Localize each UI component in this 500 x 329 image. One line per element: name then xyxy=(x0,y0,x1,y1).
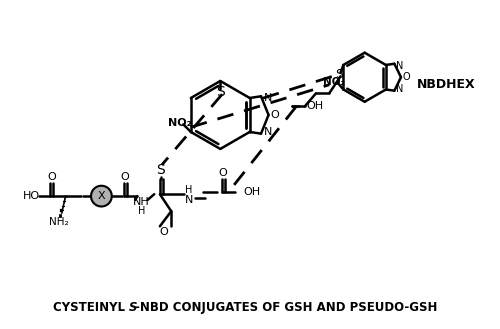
Text: NO₂: NO₂ xyxy=(323,77,345,87)
Text: HO: HO xyxy=(23,191,40,201)
Circle shape xyxy=(91,186,112,207)
Text: O: O xyxy=(271,110,280,120)
Text: S: S xyxy=(334,68,342,81)
Text: O: O xyxy=(403,72,410,82)
Text: N: N xyxy=(264,127,272,137)
Text: OH: OH xyxy=(243,187,260,197)
Text: H: H xyxy=(138,206,145,216)
Text: O: O xyxy=(160,227,168,237)
Text: O: O xyxy=(120,172,130,182)
Text: NBDHEX: NBDHEX xyxy=(416,78,475,91)
Text: N: N xyxy=(396,84,404,94)
Text: OH: OH xyxy=(306,101,324,112)
Text: O: O xyxy=(47,172,56,182)
Text: N: N xyxy=(264,93,272,103)
Text: N: N xyxy=(396,61,404,71)
Text: NH₂: NH₂ xyxy=(49,216,69,227)
Text: CYSTEINYL: CYSTEINYL xyxy=(52,301,129,314)
Text: H: H xyxy=(184,186,192,195)
Text: X: X xyxy=(98,191,105,201)
Text: NH: NH xyxy=(132,197,150,207)
Text: S: S xyxy=(156,163,165,177)
Text: S: S xyxy=(129,301,138,314)
Text: S: S xyxy=(216,85,224,99)
Text: N: N xyxy=(185,195,194,205)
Text: NO₂: NO₂ xyxy=(168,117,192,128)
Text: O: O xyxy=(218,168,228,178)
Text: -NBD CONJUGATES OF GSH AND PSEUDO-GSH: -NBD CONJUGATES OF GSH AND PSEUDO-GSH xyxy=(136,301,438,314)
